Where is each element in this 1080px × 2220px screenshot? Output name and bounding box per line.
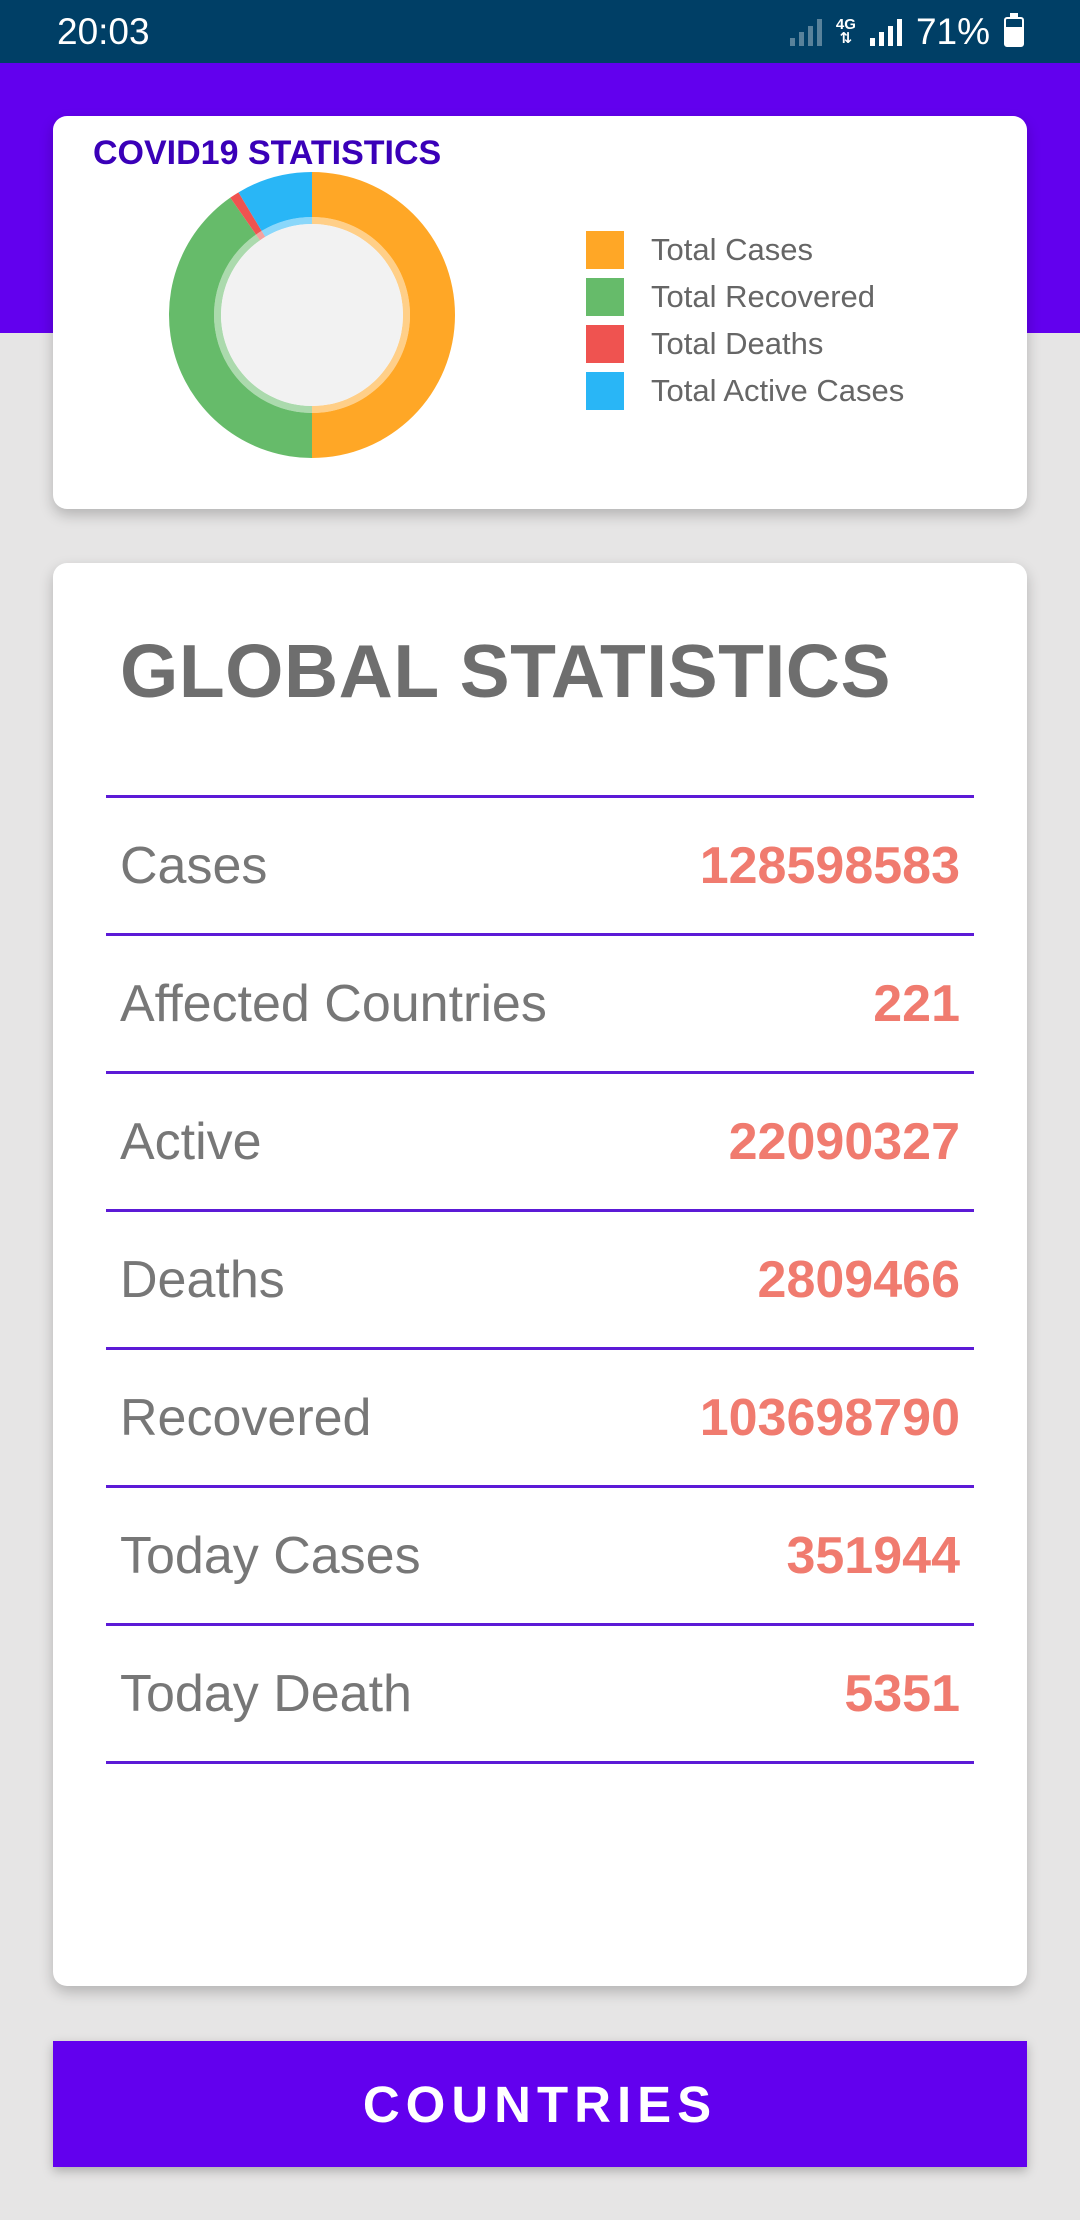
status-time: 20:03 <box>57 11 150 52</box>
legend-item: Total Active Cases <box>586 367 904 414</box>
legend-label: Total Cases <box>651 231 813 267</box>
status-icons: 4G ⇅ 71% <box>789 8 1024 56</box>
legend-item: Total Recovered <box>586 273 904 320</box>
legend-item: Total Cases <box>586 226 904 273</box>
stat-row: Cases 128598583 <box>106 798 974 933</box>
legend-label: Total Recovered <box>651 278 876 314</box>
stat-label: Recovered <box>120 1388 372 1447</box>
row-divider <box>106 1347 974 1350</box>
stat-value: 351944 <box>786 1526 960 1585</box>
stat-label: Deaths <box>120 1250 285 1309</box>
donut-slice[interactable] <box>312 172 455 458</box>
stat-value: 22090327 <box>728 1112 960 1171</box>
data-arrows-icon: ⇅ <box>839 30 853 47</box>
stat-label: Today Death <box>120 1664 412 1723</box>
stat-label: Today Cases <box>120 1526 421 1585</box>
signal-icon-sim1 <box>789 18 822 46</box>
stat-row: Active 22090327 <box>106 1074 974 1209</box>
donut-chart[interactable] <box>167 170 457 460</box>
row-divider <box>106 795 974 798</box>
donut-slice-inner-band <box>261 217 312 237</box>
row-divider <box>106 1209 974 1212</box>
statistics-list: Cases 128598583 Affected Countries 221 Activ… <box>106 795 974 1764</box>
countries-button[interactable]: COUNTRIES <box>53 2041 1027 2167</box>
donut-slice[interactable] <box>168 197 312 459</box>
row-divider <box>106 933 974 936</box>
donut-slice[interactable] <box>230 192 262 235</box>
stat-value: 221 <box>873 974 960 1033</box>
stat-label: Cases <box>120 836 268 895</box>
legend-swatch <box>586 230 624 269</box>
donut-slice-inner-band <box>255 230 266 241</box>
legend-swatch <box>586 277 624 316</box>
legend-swatch <box>586 324 624 363</box>
legend-label: Total Active Cases <box>651 372 905 408</box>
chart-card: COVID19 STATISTICS Total Cases Total Reco… <box>53 116 1027 509</box>
network-type-icon: 4G ⇅ <box>835 16 856 47</box>
network-type-label: 4G <box>835 16 856 33</box>
legend-label: Total Deaths <box>651 325 824 361</box>
legend-item: Total Deaths <box>586 320 904 367</box>
donut-hole <box>221 224 403 406</box>
signal-icon-sim2 <box>869 18 902 46</box>
row-divider <box>106 1623 974 1626</box>
global-statistics-title: GLOBAL STATISTICS <box>120 629 891 713</box>
stat-value: 128598583 <box>699 836 960 895</box>
donut-slice[interactable] <box>238 172 312 231</box>
row-divider <box>106 1485 974 1488</box>
stat-label: Active <box>120 1112 262 1171</box>
battery-icon <box>1004 13 1024 47</box>
stat-value: 5351 <box>844 1664 960 1723</box>
row-divider <box>106 1761 974 1764</box>
stat-row: Today Cases 351944 <box>106 1488 974 1623</box>
chart-title: COVID19 STATISTICS <box>93 134 442 172</box>
row-divider <box>106 1071 974 1074</box>
stat-row: Recovered 103698790 <box>106 1350 974 1485</box>
status-bar: 20:03 4G ⇅ 71% <box>0 0 1080 63</box>
legend-swatch <box>586 371 624 410</box>
battery-percent: 71% <box>915 11 990 52</box>
global-statistics-card: GLOBAL STATISTICS Cases 128598583 Affected… <box>53 563 1027 1986</box>
stat-value: 103698790 <box>699 1388 960 1447</box>
stat-row: Today Death 5351 <box>106 1626 974 1761</box>
stat-row: Deaths 2809466 <box>106 1212 974 1347</box>
stat-value: 2809466 <box>757 1250 960 1309</box>
stat-label: Affected Countries <box>120 974 547 1033</box>
chart-legend: Total Cases Total Recovered Total Deaths To… <box>586 226 904 414</box>
stat-row: Affected Countries 221 <box>106 936 974 1071</box>
